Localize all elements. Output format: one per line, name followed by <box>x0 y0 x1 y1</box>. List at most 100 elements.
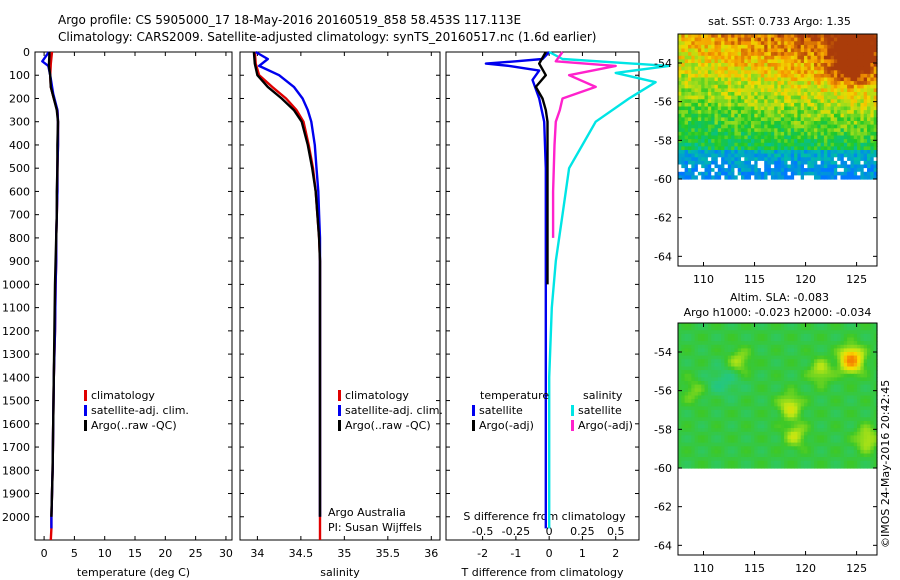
map-cell <box>847 63 851 68</box>
map-cell <box>857 142 861 147</box>
map-cell <box>757 150 762 155</box>
map-cell <box>843 442 848 447</box>
map-cell <box>810 84 815 89</box>
map-cell <box>734 128 739 133</box>
map-cell <box>823 106 828 111</box>
map-cell <box>774 55 779 60</box>
map-cell <box>847 439 851 444</box>
map-cell <box>731 113 735 118</box>
map-cell <box>704 326 709 331</box>
map-cell <box>827 128 832 133</box>
map-cell <box>850 95 855 100</box>
map-cell <box>711 453 716 458</box>
map-cell <box>717 55 722 60</box>
map-cell <box>867 439 871 444</box>
map-cell <box>707 66 712 71</box>
map-cell <box>704 153 709 158</box>
map-cell <box>767 344 772 349</box>
map-cell <box>870 439 875 444</box>
map-cell <box>711 359 716 364</box>
map-cell <box>760 431 765 436</box>
map-cell <box>860 399 865 404</box>
map-cell <box>800 410 805 415</box>
map-cell <box>830 106 835 111</box>
map-cell <box>684 128 689 133</box>
map-cell <box>863 362 868 368</box>
map-cell <box>721 453 725 458</box>
map-cell <box>807 73 812 79</box>
map-cell <box>747 84 752 89</box>
map-cell <box>681 330 686 335</box>
map-cell <box>751 160 755 166</box>
map-cell <box>817 92 822 97</box>
map-cell <box>807 106 812 111</box>
map-cell <box>711 377 716 382</box>
map-cell <box>863 73 868 79</box>
map-cell <box>810 73 815 79</box>
map-cell <box>727 359 732 364</box>
map-cell <box>790 88 795 93</box>
map-cell <box>770 344 775 349</box>
map-cell <box>853 59 858 64</box>
map-cell <box>704 388 709 393</box>
map-cell <box>823 381 828 386</box>
map-cell <box>697 366 702 371</box>
map-cell <box>691 139 696 144</box>
map-cell <box>863 384 868 389</box>
map-cell <box>847 34 851 39</box>
map-cell <box>774 106 779 111</box>
map-cell <box>777 110 782 115</box>
map-cell <box>754 63 759 68</box>
map-cell <box>817 128 822 133</box>
map-cell <box>714 359 719 364</box>
map-cell <box>741 341 745 346</box>
map-cell <box>760 128 765 133</box>
map-cell <box>731 124 735 129</box>
map-cell <box>744 142 749 147</box>
map-cell <box>770 413 775 418</box>
map-cell <box>727 428 732 433</box>
map-cell <box>684 113 689 118</box>
map-cell <box>804 420 808 426</box>
map-cell <box>794 381 798 386</box>
map-cell <box>764 410 769 415</box>
map-cell <box>827 406 832 411</box>
map-cell <box>724 164 729 169</box>
map-cell <box>734 355 739 360</box>
map-cell <box>850 373 855 378</box>
map-cell <box>817 366 822 371</box>
x-tick-label: 20 <box>158 547 172 560</box>
map-cell <box>823 391 828 397</box>
map-cell <box>873 406 878 411</box>
map-cell <box>827 106 832 111</box>
map-cell <box>701 95 706 100</box>
map-cell <box>694 352 699 357</box>
map-cell <box>721 153 725 158</box>
map-cell <box>697 420 702 426</box>
map-cell <box>827 157 832 162</box>
map-cell <box>794 395 798 400</box>
map-cell <box>747 70 752 75</box>
map-cell <box>837 424 842 429</box>
map-cell <box>847 59 851 64</box>
map-cell <box>707 442 712 447</box>
map-cell <box>774 142 779 147</box>
map-cell <box>737 388 742 393</box>
map-cell <box>681 399 686 404</box>
map-cell <box>734 95 739 100</box>
map-cell <box>797 135 802 140</box>
map-cell <box>777 171 782 176</box>
map-cell <box>704 106 709 111</box>
map-cell <box>807 435 812 440</box>
map-cell <box>727 70 732 75</box>
map-cell <box>717 37 722 42</box>
map-cell <box>867 150 871 155</box>
map-cell <box>780 449 785 455</box>
map-cell <box>717 341 722 346</box>
map-cell <box>757 381 762 386</box>
map-cell <box>863 131 868 137</box>
map-cell <box>678 88 682 93</box>
map-cell <box>787 370 792 375</box>
legend-label: satellite-adj. clim. <box>345 404 443 417</box>
map-cell <box>734 399 739 404</box>
